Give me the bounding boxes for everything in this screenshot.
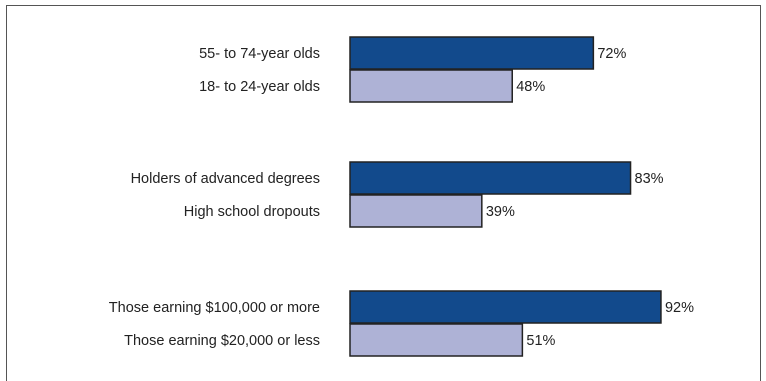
category-label: Holders of advanced degrees xyxy=(131,171,320,187)
value-label: 39% xyxy=(486,204,515,220)
value-label: 48% xyxy=(516,79,545,95)
value-label: 72% xyxy=(597,46,626,62)
bar-1-0 xyxy=(349,161,632,195)
bar-0-0 xyxy=(349,36,595,70)
value-label: 83% xyxy=(635,171,664,187)
category-label: Those earning $100,000 or more xyxy=(109,300,320,316)
value-label: 92% xyxy=(665,300,694,316)
bar-2-1 xyxy=(349,323,524,357)
category-label: 18- to 24-year olds xyxy=(199,79,320,95)
bar-1-1 xyxy=(349,194,483,228)
chart-frame xyxy=(6,5,761,381)
category-label: 55- to 74-year olds xyxy=(199,46,320,62)
category-label: Those earning $20,000 or less xyxy=(124,333,320,349)
bar-0-1 xyxy=(349,69,513,103)
category-label: High school dropouts xyxy=(184,204,320,220)
value-label: 51% xyxy=(526,333,555,349)
bar-2-0 xyxy=(349,290,662,324)
